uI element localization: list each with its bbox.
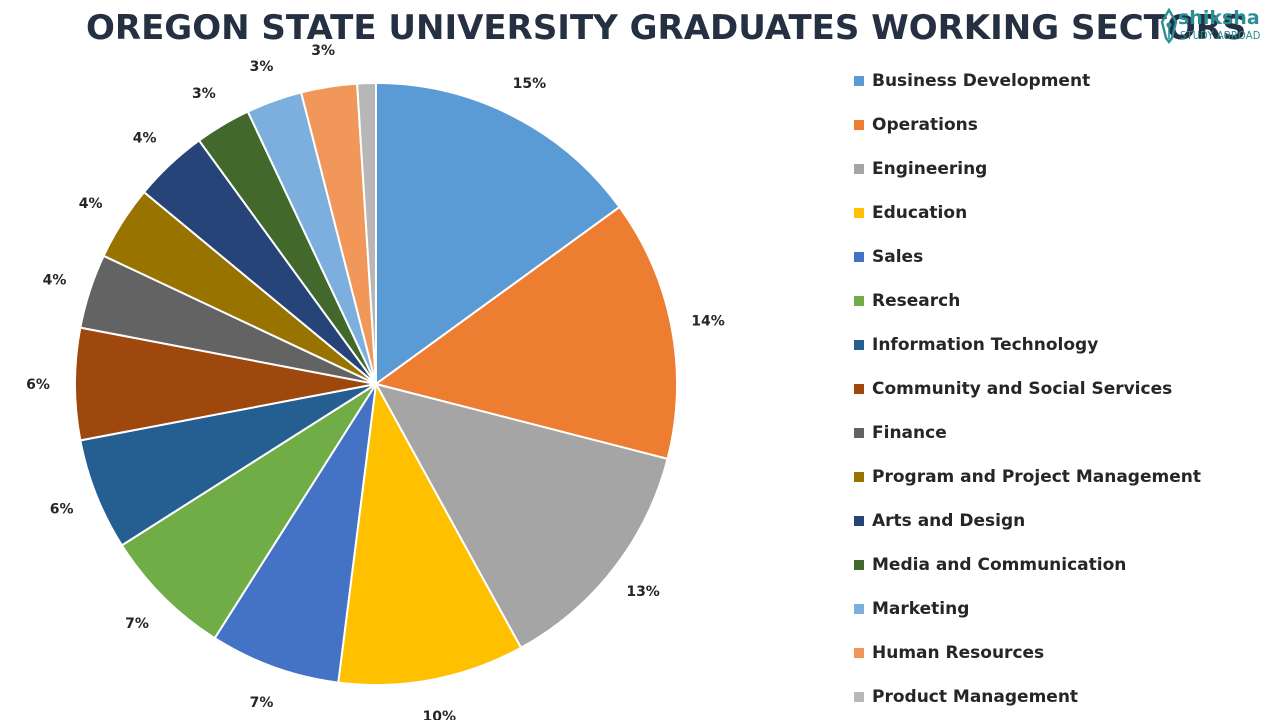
legend-label: Arts and Design: [872, 511, 1026, 531]
data-label-finance: 4%: [43, 273, 67, 289]
pie-slice-sales: [213, 383, 377, 684]
legend-item-marketing: Marketing: [854, 587, 1274, 631]
legend-swatch: [854, 604, 864, 614]
legend-label: Finance: [872, 423, 947, 443]
legend-item-media-and-communication: Media and Communication: [854, 543, 1274, 587]
legend-item-operations: Operations: [854, 103, 1274, 147]
legend-item-sales: Sales: [854, 235, 1274, 279]
pie-slice-engineering: [374, 382, 669, 650]
legend-label: Sales: [872, 247, 924, 267]
data-label-sales: 7%: [250, 695, 274, 711]
logo-wordmark: shiksha: [1178, 7, 1260, 29]
logo-subtitle: STUDY ABROAD: [1180, 29, 1261, 42]
legend-swatch: [854, 516, 864, 526]
legend-label: Operations: [872, 115, 978, 135]
legend-swatch: [854, 560, 864, 570]
legend-swatch: [854, 76, 864, 86]
legend-swatch: [854, 208, 864, 218]
legend-swatch: [854, 648, 864, 658]
legend-swatch: [854, 340, 864, 350]
legend-label: Community and Social Services: [872, 379, 1173, 399]
legend-label: Product Management: [872, 687, 1079, 707]
legend-label: Education: [872, 203, 968, 223]
legend-label: Business Development: [872, 71, 1091, 91]
legend-swatch: [854, 164, 864, 174]
legend-item-arts-and-design: Arts and Design: [854, 499, 1274, 543]
data-label-engineering: 13%: [626, 584, 660, 600]
pie-slice-business-development: [375, 81, 621, 386]
legend-swatch: [854, 384, 864, 394]
data-label-business-development: 15%: [513, 76, 547, 92]
legend-item-education: Education: [854, 191, 1274, 235]
legend-label: Engineering: [872, 159, 988, 179]
legend-label: Human Resources: [872, 643, 1045, 663]
pie-slice-operations: [373, 205, 678, 461]
legend-item-product-management: Product Management: [854, 675, 1274, 719]
data-label-human-resources: 3%: [311, 43, 335, 59]
data-label-information-technology: 6%: [50, 501, 74, 517]
legend-swatch: [854, 428, 864, 438]
legend-swatch: [854, 120, 864, 130]
legend-item-human-resources: Human Resources: [854, 631, 1274, 675]
pie-slice-product-management: [356, 81, 377, 385]
pie-slice-education: [337, 380, 523, 686]
legend-item-program-and-project-management: Program and Project Management: [854, 455, 1274, 499]
data-label-operations: 14%: [691, 314, 725, 330]
legend-swatch: [854, 252, 864, 262]
legend-swatch: [854, 692, 864, 702]
legend-item-community-and-social-services: Community and Social Services: [854, 367, 1274, 411]
data-label-community-and-social-services: 6%: [26, 377, 50, 393]
legend-label: Research: [872, 291, 961, 311]
legend-label: Media and Communication: [872, 555, 1127, 575]
legend-label: Information Technology: [872, 335, 1099, 355]
data-label-education: 10%: [423, 709, 457, 720]
legend-label: Marketing: [872, 599, 970, 619]
legend-swatch: [854, 296, 864, 306]
legend-swatch: [854, 472, 864, 482]
chart-title: OREGON STATE UNIVERSITY GRADUATES WORKIN…: [86, 8, 1247, 48]
legend-item-engineering: Engineering: [854, 147, 1274, 191]
data-label-arts-and-design: 4%: [133, 131, 157, 147]
data-label-media-and-communication: 3%: [192, 86, 216, 102]
pie-slice-research: [120, 383, 377, 640]
shiksha-logo: shiksha STUDY ABROAD: [1158, 7, 1276, 48]
data-label-program-and-project-management: 4%: [79, 196, 103, 212]
legend-item-research: Research: [854, 279, 1274, 323]
legend-label: Program and Project Management: [872, 467, 1201, 487]
pen-nib-icon: [1160, 8, 1178, 44]
data-label-marketing: 3%: [250, 59, 274, 75]
legend-item-information-technology: Information Technology: [854, 323, 1274, 367]
legend-item-business-development: Business Development: [854, 59, 1274, 103]
legend-item-finance: Finance: [854, 411, 1274, 455]
data-label-research: 7%: [125, 616, 149, 632]
